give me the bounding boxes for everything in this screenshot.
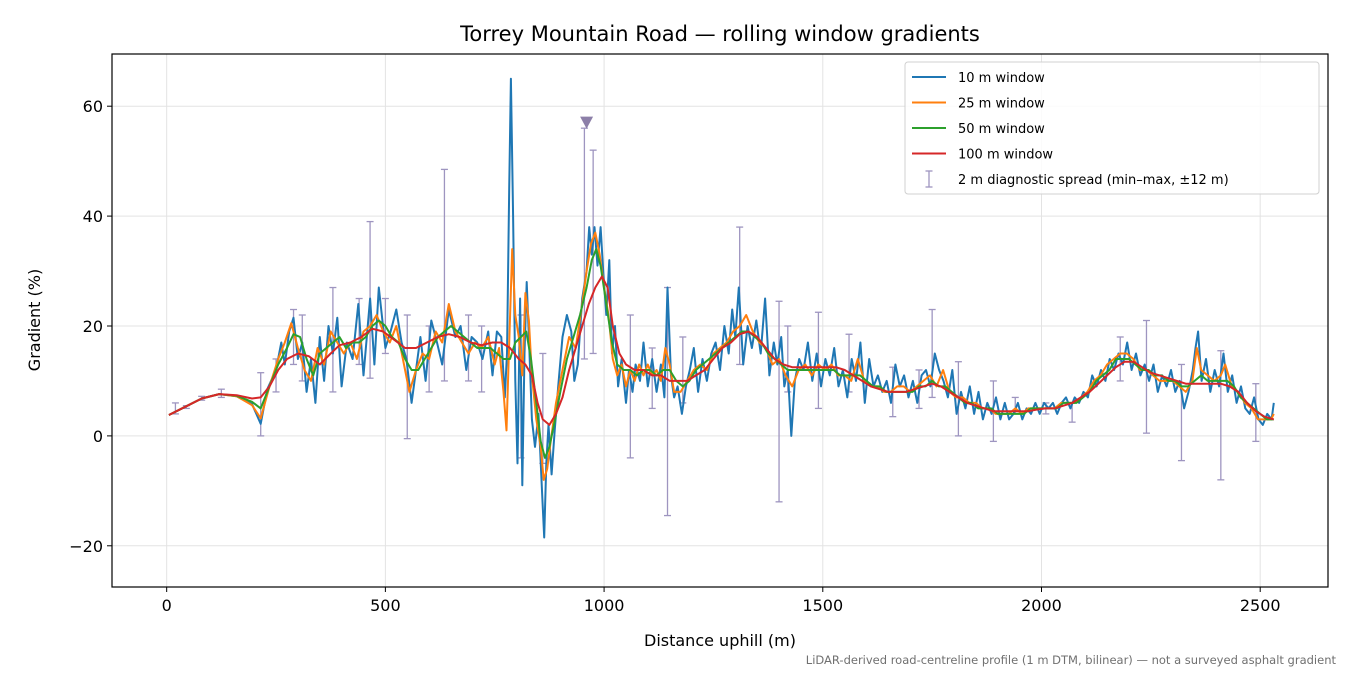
diagnostic-spread-bar: [775, 300, 783, 503]
diagnostic-spread-bar: [626, 314, 634, 459]
x-tick-label: 500: [370, 596, 401, 615]
diagnostic-spread-bar: [329, 286, 337, 393]
plot-area: [168, 77, 1275, 539]
diagnostic-spread-bar: [1142, 319, 1150, 434]
x-tick-label: 0: [162, 596, 172, 615]
axes-frame: [111, 53, 1329, 588]
x-tick-label: 2500: [1240, 596, 1281, 615]
legend-item: 100 m window: [912, 148, 1053, 163]
legend-item: 25 m window: [912, 97, 1045, 112]
x-tick-label: 1000: [584, 596, 625, 615]
x-tick-label: 1500: [802, 596, 843, 615]
diagnostic-spread-bar: [257, 372, 265, 437]
legend-item: 50 m window: [912, 122, 1045, 137]
series-line-100-m-window: [168, 275, 1275, 426]
diagnostic-spread-bar: [589, 149, 597, 355]
y-tick-label: 20: [83, 317, 103, 336]
legend-label: 25 m window: [958, 97, 1045, 112]
diagnostic-spread-bar: [1252, 383, 1260, 443]
legend-item: 10 m window: [912, 71, 1045, 86]
legend-label: 50 m window: [958, 122, 1045, 137]
series-lines: [168, 77, 1275, 539]
diagnostic-spread-bar: [464, 314, 472, 382]
diagnostic-spread-bar: [954, 361, 962, 437]
series-line-25-m-window: [168, 231, 1275, 481]
legend: 10 m window 25 m window 50 m window 100 m w…: [904, 61, 1320, 195]
x-axis-ticks: 0 500 1000 1500 2000 2500: [162, 587, 1281, 615]
x-axis-label: Distance uphill (m): [644, 631, 796, 650]
x-tick-label: 2000: [1021, 596, 1062, 615]
triangle-marker-icon: [580, 116, 594, 129]
legend-label: 10 m window: [958, 71, 1045, 86]
y-tick-label: −20: [69, 537, 103, 556]
legend-item: 2 m diagnostic spread (min–max, ±12 m): [925, 170, 1229, 188]
annotation-markers: [580, 116, 594, 129]
footnote: LiDAR-derived road-centreline profile (1…: [806, 653, 1337, 667]
legend-box: [904, 61, 1320, 195]
y-axis-ticks: −20 0 20 40 60: [69, 97, 112, 556]
y-axis-label: Gradient (%): [25, 269, 44, 371]
y-tick-label: 40: [83, 207, 103, 226]
y-tick-label: 0: [93, 427, 103, 446]
legend-label: 2 m diagnostic spread (min–max, ±12 m): [958, 173, 1229, 188]
chart-title: Torrey Mountain Road — rolling window gr…: [459, 22, 980, 46]
diagnostic-spread-bar: [1177, 363, 1185, 462]
legend-label: 100 m window: [958, 148, 1053, 163]
y-tick-label: 60: [83, 97, 103, 116]
